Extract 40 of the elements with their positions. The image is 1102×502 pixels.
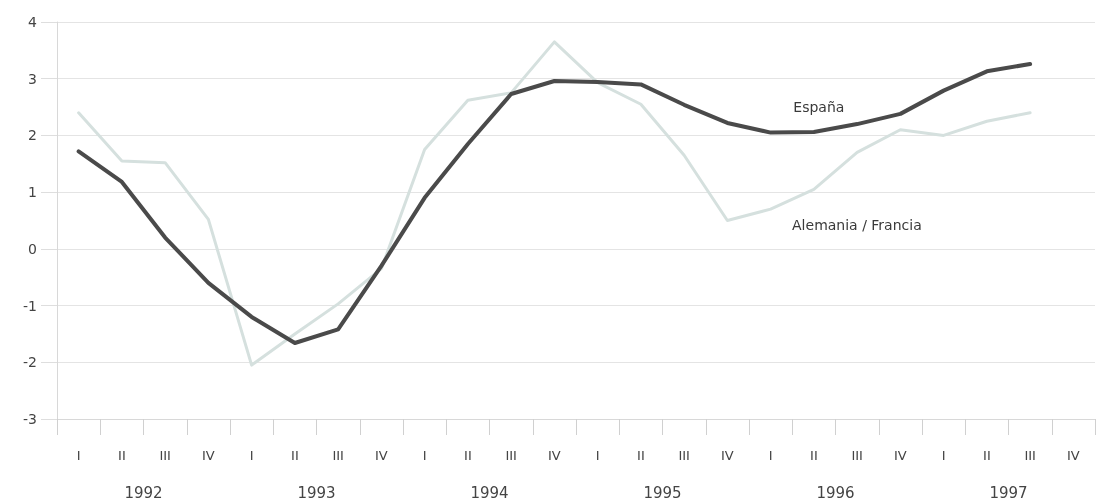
x-tick-label: I	[595, 448, 600, 463]
y-tick-label: 0	[28, 240, 37, 257]
y-tick-label: 3	[28, 70, 37, 87]
x-tick-label: IV	[721, 448, 734, 463]
y-tick-label: -2	[23, 354, 37, 371]
y-tick-label: 4	[28, 14, 38, 30]
x-tick-label: II	[118, 448, 126, 463]
x-tick-label: I	[76, 448, 81, 463]
text: 1993	[297, 483, 336, 502]
x-tick-label: III	[505, 448, 517, 463]
y-tick-label: 1	[28, 184, 37, 201]
text: 1996	[816, 483, 855, 502]
x-tick-label: III	[851, 448, 863, 463]
x-tick-label: IV	[202, 448, 215, 463]
x-tick-label: II	[637, 448, 645, 463]
x-tick-label: IV	[548, 448, 561, 463]
text: 1997	[989, 483, 1028, 502]
x-tick-label: I	[422, 448, 427, 463]
y-tick-label: -3	[23, 411, 37, 427]
text: 1994	[470, 483, 509, 502]
x-tick-label: I	[768, 448, 773, 463]
x-tick-label: II	[464, 448, 472, 463]
x-tick-label: III	[159, 448, 171, 463]
x-tick-label: III	[678, 448, 690, 463]
x-tick-label: IV	[375, 448, 388, 463]
x-tick-label: II	[810, 448, 818, 463]
x-tick-label: I	[941, 448, 946, 463]
x-tick-label: I	[249, 448, 254, 463]
x-tick-label: III	[332, 448, 344, 463]
y-tick-label: -1	[23, 297, 37, 314]
x-tick-label: II	[983, 448, 991, 463]
x-tick-label: IV	[1067, 448, 1080, 463]
text: 1995	[643, 483, 682, 502]
x-tick-label: IV	[894, 448, 907, 463]
text: 1992	[124, 483, 163, 502]
series-label: Alemania / Francia	[792, 217, 922, 234]
series-label: España	[793, 99, 845, 116]
x-tick-label: III	[1024, 448, 1036, 463]
x-tick-label: II	[291, 448, 299, 463]
y-tick-label: 2	[28, 127, 37, 144]
